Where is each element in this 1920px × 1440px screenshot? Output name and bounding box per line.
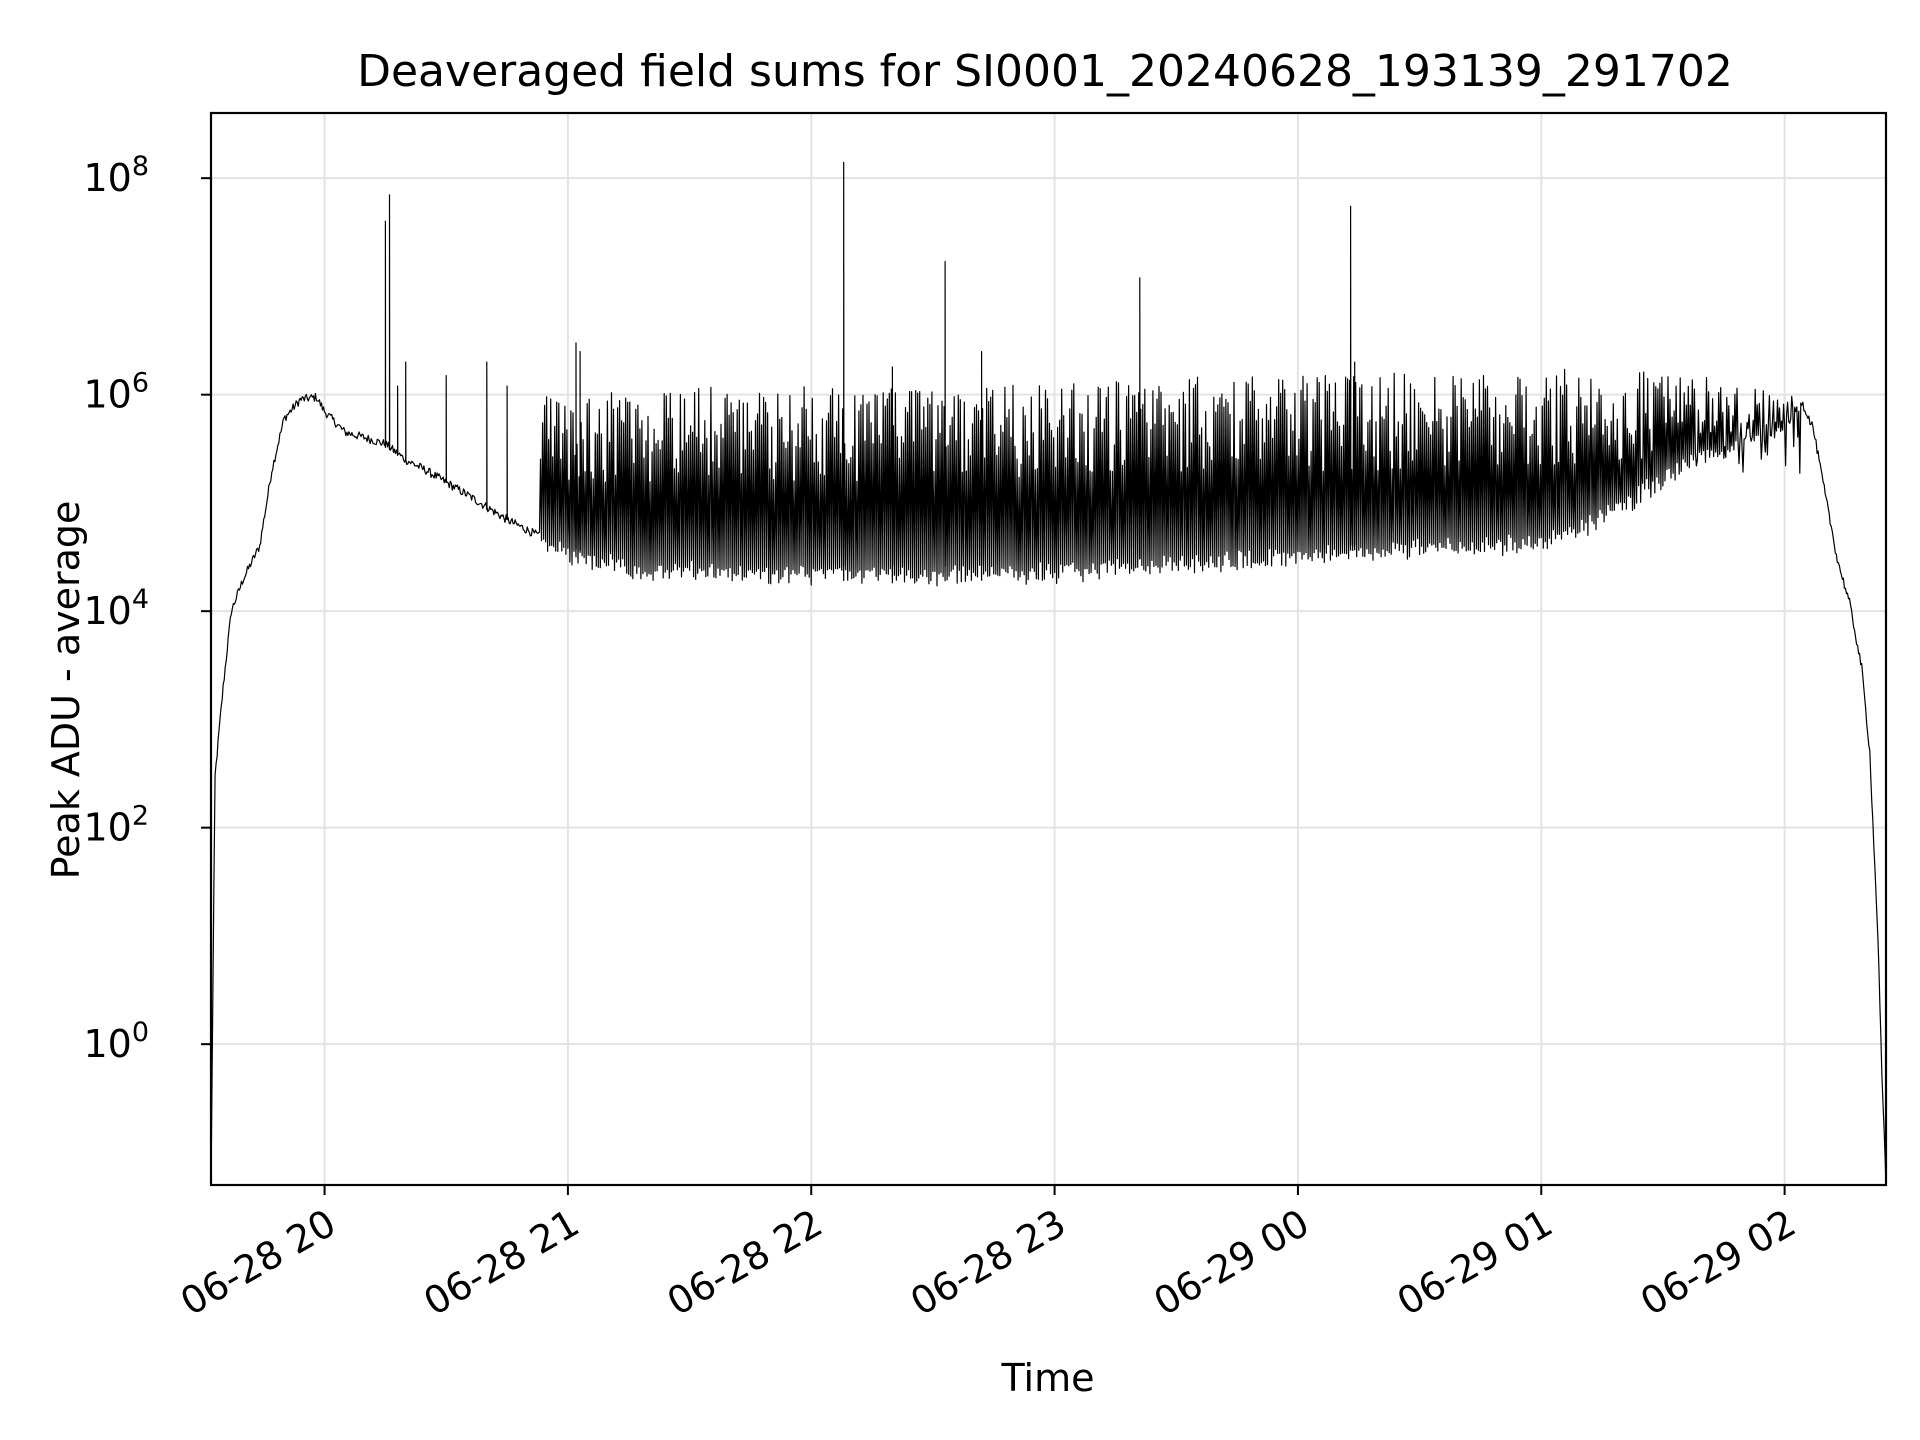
series-line bbox=[210, 161, 1887, 1186]
series-group bbox=[210, 161, 1887, 1186]
x-axis-label: Time bbox=[1001, 1356, 1095, 1400]
plot-frame bbox=[209, 111, 1888, 1187]
grid bbox=[211, 113, 1886, 1185]
y-axis-label: Peak ADU - average bbox=[44, 501, 88, 880]
y-tick-label: 102 bbox=[83, 801, 149, 850]
y-tick-label: 100 bbox=[83, 1017, 149, 1066]
y-tick-label: 108 bbox=[83, 151, 149, 200]
y-tick-label: 106 bbox=[83, 368, 149, 417]
y-tick-label: 104 bbox=[83, 584, 149, 633]
chart-title: Deaveraged field sums for SI0001_2024062… bbox=[357, 46, 1733, 97]
